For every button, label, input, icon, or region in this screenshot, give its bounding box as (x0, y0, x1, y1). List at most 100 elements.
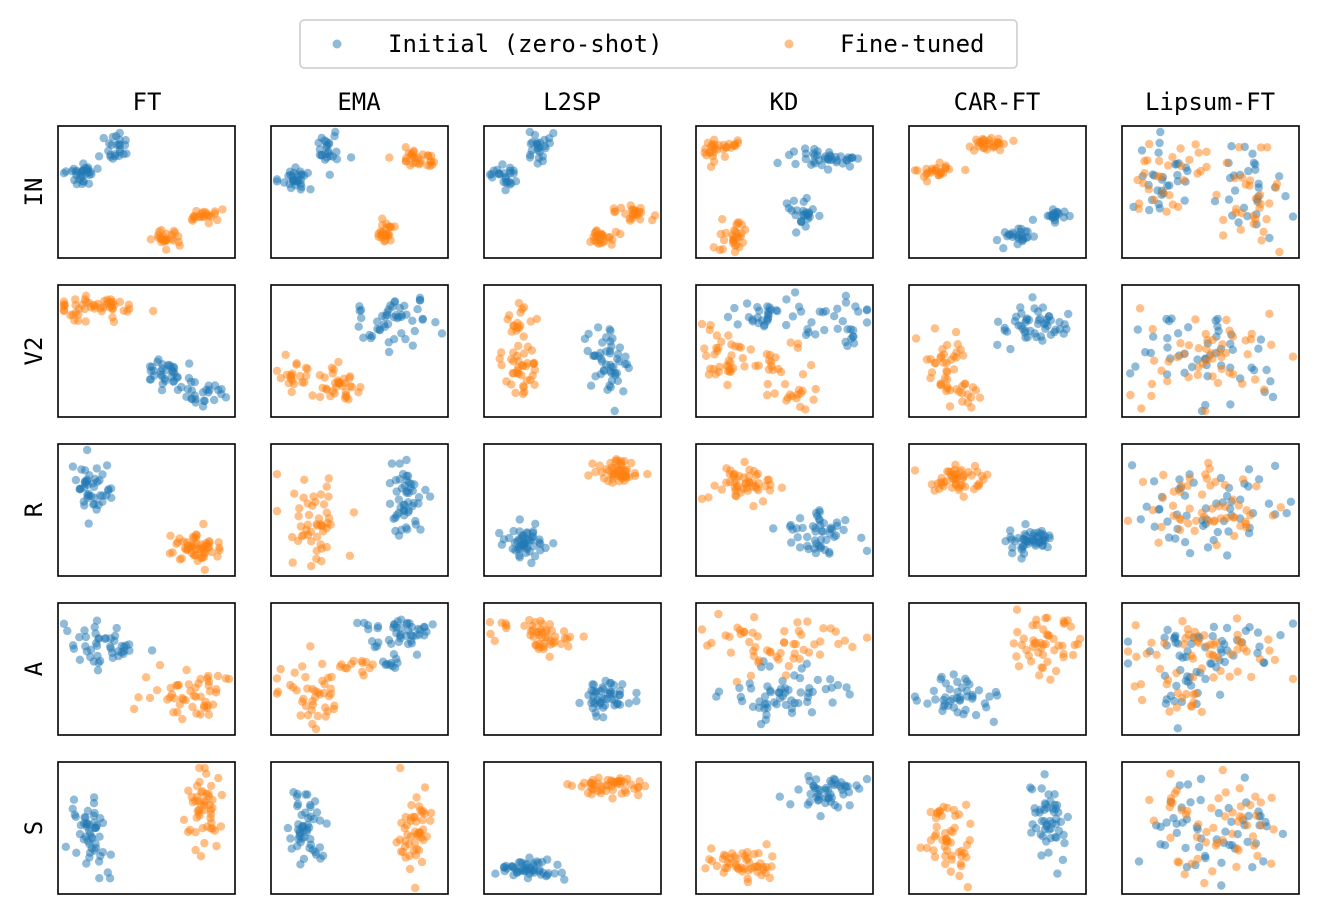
scatter-point-initial (810, 536, 820, 545)
scatter-point-finetuned (936, 353, 945, 363)
scatter-point-finetuned (320, 373, 329, 382)
scatter-point-finetuned (1271, 183, 1281, 192)
scatter-point-finetuned (207, 781, 216, 791)
scatter-point-initial (1044, 790, 1053, 799)
scatter-point-initial (416, 525, 425, 534)
scatter-point-finetuned (1073, 640, 1082, 649)
scatter-point-finetuned (288, 532, 297, 542)
scatter-point-initial (787, 538, 796, 547)
scatter-point-initial (495, 528, 504, 538)
scatter-point-finetuned (761, 868, 770, 877)
scatter-point-initial (790, 288, 800, 297)
scatter-point-finetuned (134, 693, 143, 702)
scatter-point-finetuned (1176, 144, 1185, 153)
scatter-point-finetuned (287, 387, 296, 397)
scatter-point-initial (1278, 829, 1288, 839)
scatter-point-initial (862, 546, 872, 556)
scatter-point-finetuned (630, 469, 640, 478)
scatter-point-finetuned (129, 704, 139, 714)
scatter-point-initial (1282, 509, 1291, 518)
scatter-point-finetuned (1179, 640, 1189, 649)
scatter-point-finetuned (1037, 663, 1046, 672)
scatter-point-finetuned (1197, 664, 1207, 673)
scatter-point-initial (1164, 533, 1174, 542)
scatter-point-finetuned (512, 351, 522, 361)
scatter-point-initial (842, 683, 851, 692)
scatter-point-finetuned (1182, 689, 1191, 699)
panel-points (272, 127, 439, 246)
scatter-point-finetuned (736, 629, 745, 639)
scatter-point-finetuned (1189, 690, 1198, 699)
scatter-point-finetuned (954, 810, 964, 819)
scatter-point-initial (1196, 795, 1205, 805)
scatter-point-initial (83, 806, 93, 816)
scatter-point-initial (606, 383, 615, 392)
scatter-point-finetuned (190, 213, 199, 223)
scatter-point-finetuned (272, 674, 282, 683)
scatter-point-initial (1270, 461, 1280, 471)
scatter-point-finetuned (1221, 788, 1231, 797)
scatter-point-initial (1249, 365, 1259, 375)
scatter-point-initial (805, 797, 814, 807)
scatter-point-finetuned (942, 340, 952, 350)
scatter-point-initial (842, 155, 851, 165)
scatter-point-finetuned (615, 477, 624, 486)
scatter-point-initial (807, 318, 816, 327)
scatter-point-finetuned (1269, 825, 1278, 834)
scatter-point-finetuned (1208, 335, 1217, 345)
scatter-point-initial (530, 130, 540, 140)
panel-frame (908, 125, 1087, 259)
panel-s-l2sp (483, 761, 662, 895)
panel-points (910, 133, 1074, 253)
scatter-point-initial (1196, 774, 1206, 784)
scatter-point-initial (820, 325, 829, 335)
scatter-point-finetuned (1257, 236, 1266, 245)
scatter-point-finetuned (516, 321, 525, 330)
scatter-point-initial (1050, 790, 1059, 799)
scatter-point-finetuned (521, 362, 531, 371)
scatter-point-initial (94, 152, 104, 161)
scatter-point-initial (1064, 309, 1073, 319)
scatter-point-finetuned (71, 295, 80, 304)
scatter-point-finetuned (202, 789, 211, 799)
scatter-point-initial (536, 546, 545, 555)
scatter-point-finetuned (1265, 646, 1274, 655)
scatter-point-initial (185, 359, 194, 368)
scatter-point-initial (315, 150, 325, 160)
scatter-point-initial (1016, 303, 1025, 312)
scatter-point-initial (828, 698, 837, 707)
scatter-point-finetuned (640, 781, 650, 791)
scatter-point-initial (157, 386, 167, 395)
scatter-point-finetuned (1209, 673, 1218, 682)
scatter-point-initial (527, 865, 536, 874)
scatter-point-initial (1226, 339, 1235, 349)
scatter-point-finetuned (620, 457, 629, 466)
panel-r-kd (695, 443, 874, 577)
scatter-point-finetuned (910, 466, 920, 475)
scatter-point-initial (1227, 142, 1236, 151)
scatter-point-initial (145, 375, 155, 384)
scatter-point-initial (786, 800, 795, 809)
scatter-point-finetuned (1149, 356, 1159, 365)
panel-in-lipsum-ft (1121, 125, 1300, 259)
panel-frame (908, 284, 1087, 418)
scatter-point-initial (1217, 858, 1226, 867)
scatter-point-finetuned (1190, 627, 1200, 637)
scatter-point-finetuned (1147, 638, 1156, 647)
scatter-point-initial (992, 235, 1002, 245)
scatter-point-finetuned (1192, 516, 1201, 525)
scatter-point-finetuned (798, 370, 808, 379)
scatter-point-finetuned (96, 303, 105, 313)
scatter-point-finetuned (156, 233, 165, 242)
legend-label-finetuned: Fine-tuned (840, 30, 985, 58)
scatter-point-initial (610, 695, 619, 704)
scatter-point-initial (530, 552, 540, 561)
scatter-point-initial (1224, 195, 1234, 204)
legend-marker-initial (332, 39, 342, 49)
scatter-point-initial (381, 660, 390, 670)
panel-frame (1121, 125, 1300, 259)
scatter-point-finetuned (1035, 671, 1044, 680)
scatter-point-finetuned (108, 297, 118, 307)
scatter-point-finetuned (1190, 526, 1199, 535)
scatter-point-initial (795, 514, 805, 523)
